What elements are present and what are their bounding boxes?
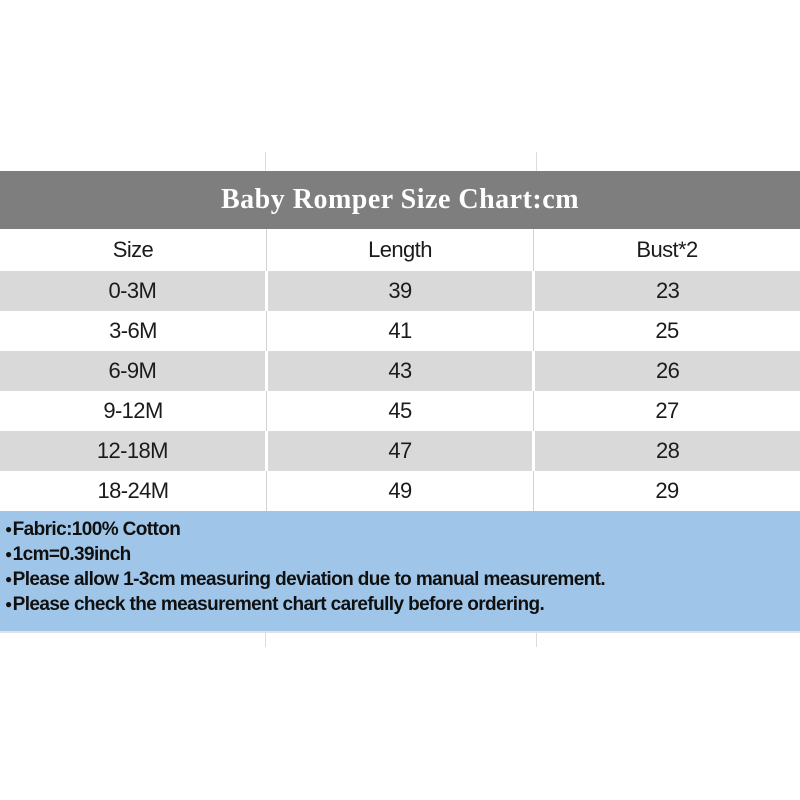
table-header-row: Size Length Bust*2 — [0, 229, 800, 271]
size-cell: 0-3M — [108, 278, 157, 303]
size-cell: 12-18M — [96, 438, 169, 463]
column-guide-line — [536, 633, 537, 647]
bullet-icon: ● — [5, 572, 12, 586]
bust-cell: 26 — [532, 351, 800, 391]
length-cell: 45 — [266, 391, 533, 431]
length-cell: 47 — [264, 431, 533, 471]
note-line-deviation: ●Please allow 1-3cm measuring deviation … — [5, 567, 792, 592]
size-table: Size Length Bust*2 0-3M 39 23 3-6M 41 25… — [0, 229, 800, 511]
column-guide-line — [265, 633, 266, 647]
column-header-length: Length — [266, 229, 533, 271]
bust-cell: 23 — [532, 271, 800, 311]
note-text: Please check the measurement chart caref… — [12, 594, 545, 615]
column-header-bust: Bust*2 — [533, 229, 800, 271]
bust-cell: 27 — [533, 391, 800, 431]
note-line-fabric: ●Fabric:100% Cotton — [5, 517, 792, 542]
note-text: Please allow 1-3cm measuring deviation d… — [12, 569, 606, 590]
bust-cell: 29 — [533, 471, 800, 511]
bust-cell: 28 — [532, 431, 800, 471]
column-guide-line — [265, 152, 266, 171]
table-row: 0-3M 39 23 — [0, 271, 800, 311]
length-cell: 41 — [266, 311, 533, 351]
title-bar: Baby Romper Size Chart:cm — [0, 171, 800, 229]
length-cell: 49 — [266, 471, 533, 511]
table-row: 9-12M 45 27 — [0, 391, 800, 431]
bullet-icon: ● — [5, 522, 12, 536]
bust-cell: 25 — [533, 311, 800, 351]
size-cell: 3-6M — [109, 318, 157, 343]
table-row: 3-6M 41 25 — [0, 311, 800, 351]
column-guide-line — [536, 152, 537, 171]
size-cell: 6-9M — [108, 358, 157, 383]
length-cell: 39 — [264, 271, 533, 311]
note-line-conversion: ●1cm=0.39inch — [5, 542, 792, 567]
size-cell: 9-12M — [103, 398, 163, 423]
note-text: 1cm=0.39inch — [12, 544, 132, 565]
column-header-size: Size — [112, 237, 154, 262]
chart-title: Baby Romper Size Chart:cm — [220, 184, 580, 215]
table-row: 12-18M 47 28 — [0, 431, 800, 471]
notes-panel: ●Fabric:100% Cotton ●1cm=0.39inch ●Pleas… — [0, 511, 800, 633]
size-cell: 18-24M — [97, 478, 170, 503]
length-cell: 43 — [264, 351, 533, 391]
bullet-icon: ● — [5, 547, 12, 561]
table-row: 18-24M 49 29 — [0, 471, 800, 511]
bullet-icon: ● — [5, 597, 12, 611]
note-text: Fabric:100% Cotton — [12, 519, 181, 540]
table-row: 6-9M 43 26 — [0, 351, 800, 391]
note-line-check: ●Please check the measurement chart care… — [5, 592, 792, 617]
